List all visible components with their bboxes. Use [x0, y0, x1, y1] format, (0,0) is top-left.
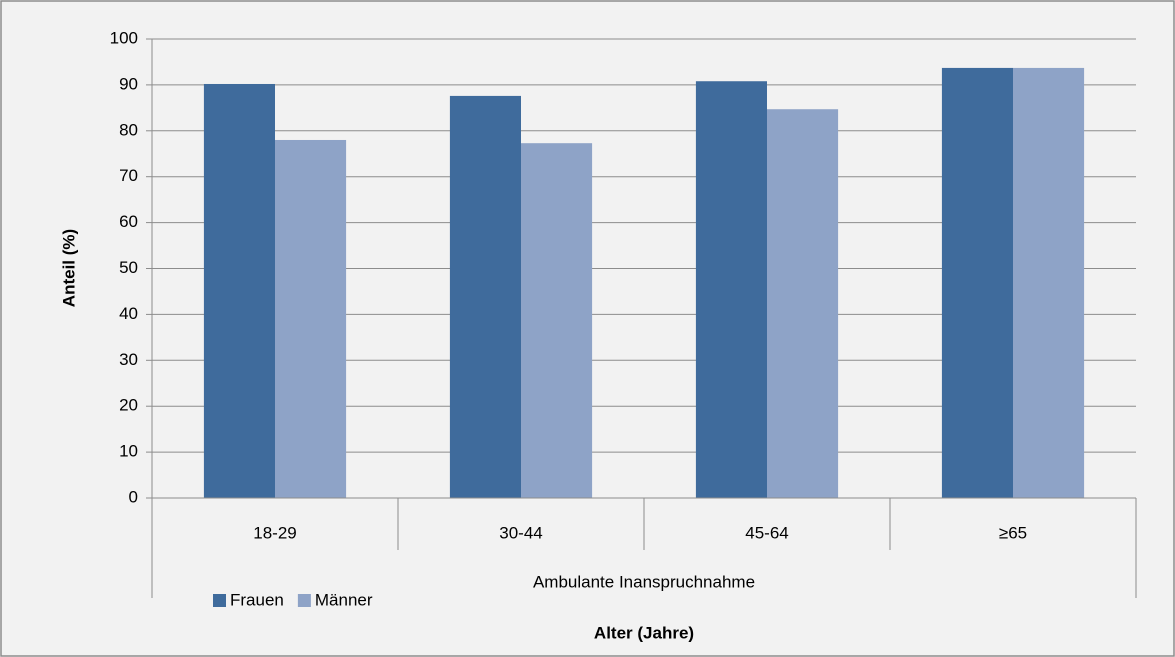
bar	[767, 109, 839, 499]
y-tick-label: 10	[119, 442, 138, 461]
y-tick-label: 90	[119, 74, 138, 93]
bar	[521, 143, 593, 498]
y-tick-label: 30	[119, 350, 138, 369]
bar	[695, 81, 767, 498]
x-tick-label: 30-44	[499, 523, 542, 542]
y-tick-label: 0	[129, 487, 138, 506]
y-tick-label: 40	[119, 304, 138, 323]
x-tick-label: 18-29	[253, 523, 296, 542]
bar	[1013, 67, 1085, 499]
y-tick-label: 80	[119, 120, 138, 139]
y-tick-label: 50	[119, 258, 138, 277]
y-tick-label: 60	[119, 212, 138, 231]
legend-swatch	[213, 594, 226, 607]
bar	[203, 83, 275, 499]
bar	[275, 139, 347, 499]
bar	[941, 67, 1013, 499]
x-tick-label: 45-64	[745, 523, 788, 542]
x-axis-title: Alter (Jahre)	[594, 623, 694, 642]
y-tick-label: 70	[119, 166, 138, 185]
bar	[449, 95, 521, 498]
legend-label: Frauen	[230, 590, 284, 609]
category-group-label: Ambulante Inanspruchnahme	[533, 572, 755, 591]
y-tick-label: 20	[119, 396, 138, 415]
legend-label: Männer	[315, 590, 373, 609]
legend-swatch	[297, 594, 311, 607]
x-tick-label: ≥65	[999, 523, 1027, 542]
y-tick-label: 100	[110, 28, 138, 47]
y-axis-title: Anteil (%)	[59, 229, 78, 307]
